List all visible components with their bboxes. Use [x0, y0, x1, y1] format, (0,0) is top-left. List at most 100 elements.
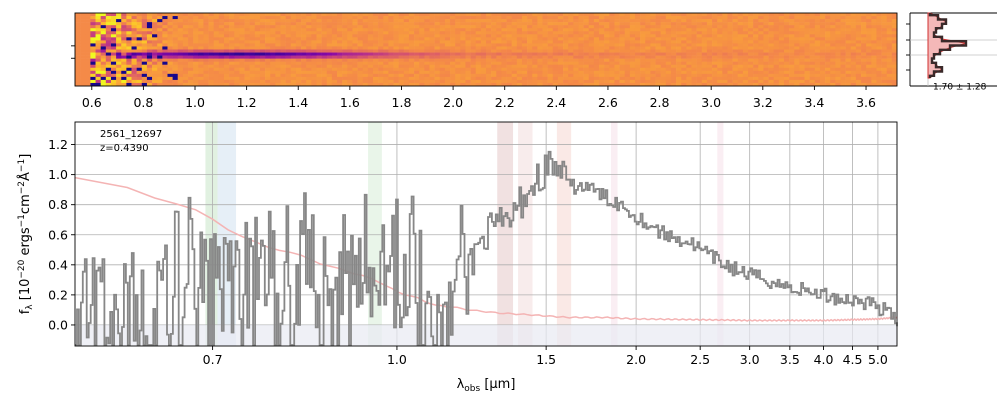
heatmap-cell — [85, 64, 91, 69]
heatmap-cell — [362, 31, 369, 35]
heatmap-cell — [408, 49, 415, 53]
heatmap-cell — [280, 49, 286, 53]
heatmap-cell — [249, 58, 256, 62]
heatmap-cell — [275, 64, 281, 69]
heatmap-cell — [737, 61, 744, 66]
heatmap-cell — [290, 70, 297, 75]
heatmap-cell — [342, 19, 348, 23]
heatmap-cell — [429, 25, 435, 29]
heatmap-cell — [778, 46, 785, 50]
heatmap-cell — [342, 40, 348, 44]
heatmap-cell — [753, 49, 759, 53]
heatmap-cell — [794, 43, 800, 47]
heatmap-cell — [845, 28, 852, 32]
heatmap-cell — [270, 22, 276, 26]
heatmap-cell — [753, 40, 759, 44]
heatmap-cell — [326, 13, 333, 17]
heatmap-cell — [583, 55, 590, 59]
heatmap-cell — [465, 76, 471, 81]
heatmap-cell — [768, 22, 774, 26]
heatmap-cell — [157, 58, 163, 62]
heatmap-cell — [732, 79, 739, 84]
heatmap-cell — [275, 34, 281, 38]
heatmap-cell — [753, 82, 759, 87]
heatmap-cell — [218, 58, 225, 62]
heatmap-cell — [516, 61, 523, 66]
heatmap-cell — [599, 58, 605, 62]
heatmap-cell — [640, 46, 646, 50]
heatmap-cell — [819, 16, 826, 20]
heatmap-cell — [172, 37, 179, 41]
heatmap-cell — [629, 61, 636, 66]
heatmap-cell — [491, 25, 497, 29]
heatmap-cell — [532, 58, 538, 62]
heatmap-cell — [542, 58, 548, 62]
heatmap-cell — [372, 58, 379, 62]
heatmap-cell — [537, 13, 543, 17]
heatmap-cell — [588, 55, 595, 59]
heatmap-cell — [804, 31, 810, 35]
heatmap-cell — [110, 55, 117, 59]
heatmap-cell — [871, 61, 877, 66]
heatmap-cell — [819, 34, 826, 38]
heatmap-cell — [352, 31, 358, 35]
heatmap-cell — [593, 58, 600, 62]
heatmap-cell — [593, 64, 600, 69]
heatmap-cell — [527, 46, 533, 50]
heatmap-cell — [491, 31, 497, 35]
heatmap-cell — [758, 43, 764, 47]
heatmap-cell — [861, 52, 867, 56]
heatmap-cell — [516, 70, 523, 75]
heatmap-cell — [568, 34, 574, 38]
heatmap-cell — [789, 64, 795, 69]
heatmap-cell — [727, 64, 733, 69]
heatmap-cell — [321, 34, 328, 38]
heatmap-cell — [532, 43, 538, 47]
heatmap-cell — [552, 61, 559, 66]
heatmap-cell — [814, 13, 821, 17]
heatmap-cell — [439, 28, 446, 32]
heatmap-cell — [773, 52, 780, 56]
heatmap-cell — [218, 52, 225, 56]
heatmap-cell — [789, 28, 795, 32]
heatmap-cell — [830, 16, 836, 20]
heatmap-xtick-label: 3.4 — [804, 95, 824, 110]
heatmap-cell — [480, 16, 487, 20]
heatmap-cell — [552, 52, 559, 56]
heatmap-cell — [727, 19, 733, 23]
heatmap-cell — [866, 70, 872, 75]
heatmap-cell — [265, 16, 271, 20]
heatmap-cell — [234, 79, 240, 84]
heatmap-cell — [398, 46, 405, 50]
heatmap-cell — [146, 73, 153, 78]
heatmap-cell — [342, 67, 348, 72]
heatmap-cell — [732, 37, 739, 41]
heatmap-cell — [403, 28, 410, 32]
heatmap-cell — [645, 25, 651, 29]
heatmap-cell — [737, 19, 744, 23]
heatmap-cell — [845, 49, 852, 53]
heatmap-cell — [90, 55, 96, 59]
heatmap-cell — [223, 58, 230, 62]
heatmap-cell — [398, 58, 405, 62]
heatmap-cell — [866, 34, 872, 38]
heatmap-cell — [532, 79, 538, 84]
heatmap-cell — [706, 73, 713, 78]
heatmap-cell — [665, 13, 672, 17]
heatmap-cell — [516, 76, 523, 81]
heatmap-cell — [110, 79, 117, 84]
heatmap-cell — [239, 28, 245, 32]
heatmap-cell — [301, 55, 307, 59]
heatmap-cell — [717, 70, 723, 75]
heatmap-cell — [383, 31, 389, 35]
heatmap-cell — [768, 55, 774, 59]
heatmap-cell — [727, 79, 733, 84]
heatmap-cell — [352, 61, 358, 66]
heatmap-cell — [804, 79, 810, 84]
heatmap-cell — [789, 25, 795, 29]
heatmap-cell — [229, 58, 235, 62]
heatmap-cell — [547, 46, 554, 50]
heatmap-cell — [573, 40, 579, 44]
heatmap-cell — [362, 73, 369, 78]
heatmap-cell — [794, 19, 800, 23]
